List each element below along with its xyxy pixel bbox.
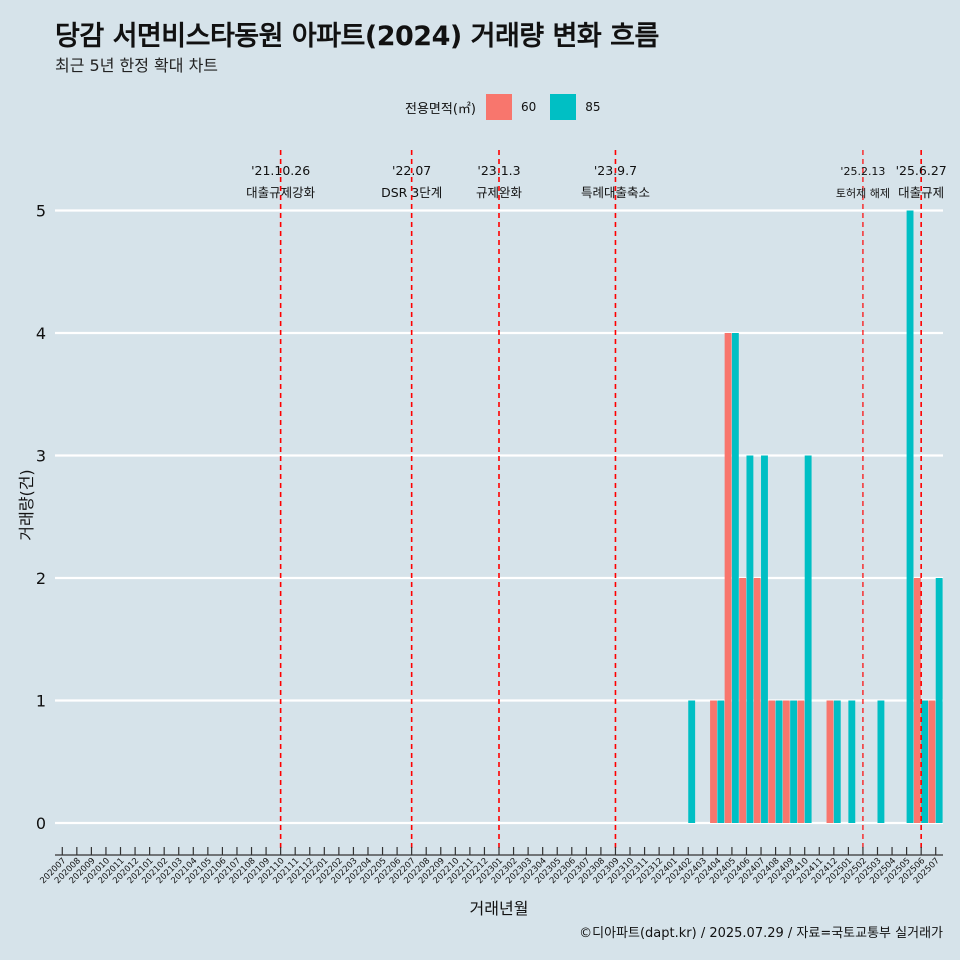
y-tick-label: 3 [36, 447, 46, 466]
bar-60-202408 [768, 700, 776, 823]
event-label: 토허제 해제 [836, 186, 890, 200]
legend-label-85: 85 [585, 100, 601, 114]
y-tick-label: 0 [36, 814, 46, 833]
bar-85-202507 [935, 578, 943, 823]
bar-85-202503 [877, 700, 885, 823]
bar-60-202406 [739, 578, 747, 823]
x-axis-title: 거래년월 [470, 899, 529, 918]
event-label: 대출규제 [898, 185, 944, 200]
bar-85-202404 [717, 700, 725, 823]
bar-60-202412 [826, 700, 834, 823]
legend-swatch-60 [485, 94, 512, 120]
bar-85-202505 [906, 210, 914, 823]
y-tick-label: 2 [36, 569, 46, 588]
legend: 전용면적(㎡) 60 85 [405, 93, 615, 121]
event-label: 규제완화 [476, 185, 523, 200]
bar-60-202506 [913, 578, 921, 823]
bar-60-202410 [797, 700, 805, 823]
event-label: 대출규제강화 [246, 185, 316, 200]
event-date-label: '22.07 [392, 163, 431, 178]
y-tick-label: 1 [36, 692, 46, 711]
bar-85-202405 [731, 333, 739, 823]
legend-swatch-85 [550, 94, 577, 120]
bar-60-202404 [710, 700, 717, 823]
y-tick-label: 4 [36, 324, 46, 343]
event-date-label: '23.1.3 [477, 163, 520, 178]
event-label: 특례대출축소 [581, 185, 650, 200]
source-caption: ©디아파트(dapt.kr) / 2025.07.29 / 자료=국토교통부 실… [579, 926, 943, 941]
bar-85-202406 [746, 455, 754, 823]
chart-subtitle: 최근 5년 한정 확대 차트 [55, 56, 219, 75]
bar-60-202405 [724, 333, 732, 823]
bar-85-202501 [848, 700, 856, 823]
bar-60-202407 [753, 578, 761, 823]
event-label: DSR 3단계 [381, 185, 442, 200]
event-date-label: '25.6.27 [896, 163, 947, 178]
bar-85-202412 [833, 700, 841, 823]
event-date-label: '21.10.26 [251, 163, 310, 178]
bar-60-202507 [928, 700, 936, 823]
event-date-label: '25.2.13 [840, 165, 885, 178]
y-tick-label: 5 [36, 202, 46, 221]
bar-85-202410 [804, 455, 812, 823]
bar-85-202409 [790, 700, 798, 823]
bar-85-202408 [775, 700, 783, 823]
legend-label-60: 60 [520, 100, 537, 114]
bar-60-202409 [782, 700, 790, 823]
bar-85-202402 [688, 700, 696, 823]
event-date-label: '23.9.7 [594, 163, 637, 178]
bar-85-202407 [761, 455, 768, 823]
bar-85-202506 [921, 700, 929, 823]
legend-title: 전용면적(㎡) [405, 101, 476, 117]
y-axis-title: 거래량(건) [17, 469, 36, 540]
chart-title: 당감 서면비스타동원 아파트(2024) 거래량 변화 흐름 [55, 21, 659, 52]
